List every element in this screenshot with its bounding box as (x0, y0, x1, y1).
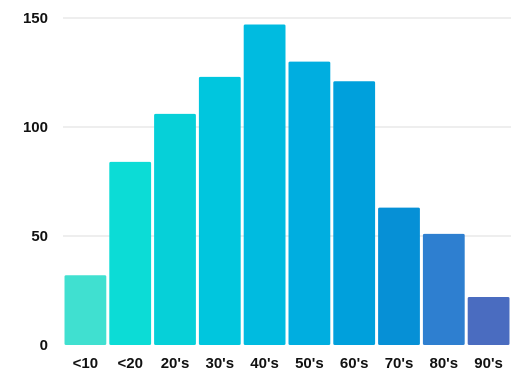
bar (243, 24, 286, 345)
bar (198, 76, 241, 346)
bar (109, 161, 152, 345)
x-tick-label: <10 (73, 355, 98, 372)
y-axis-ticks: 0 50 100 150 (23, 10, 48, 354)
x-tick-label: <20 (117, 355, 142, 372)
x-axis-labels: <10 <20 20's 30's 40's 50's 60's 70's 80's 90's (73, 355, 503, 372)
x-tick-label: 90's (474, 355, 503, 372)
bar (64, 275, 107, 345)
y-tick-label: 100 (23, 119, 48, 136)
x-tick-label: 40's (250, 355, 279, 372)
y-tick-label: 50 (31, 228, 48, 245)
y-tick-label: 0 (40, 337, 48, 354)
x-tick-label: 60's (340, 355, 369, 372)
bar (333, 81, 376, 345)
bar (467, 297, 510, 345)
x-tick-label: 70's (385, 355, 414, 372)
bars (64, 24, 510, 346)
bar (422, 233, 465, 345)
x-tick-label: 20's (161, 355, 190, 372)
y-tick-label: 150 (23, 10, 48, 27)
bar (288, 61, 331, 345)
x-tick-label: 30's (206, 355, 235, 372)
x-tick-label: 50's (295, 355, 324, 372)
bar (154, 113, 196, 345)
bar (378, 207, 420, 345)
x-tick-label: 80's (430, 355, 459, 372)
